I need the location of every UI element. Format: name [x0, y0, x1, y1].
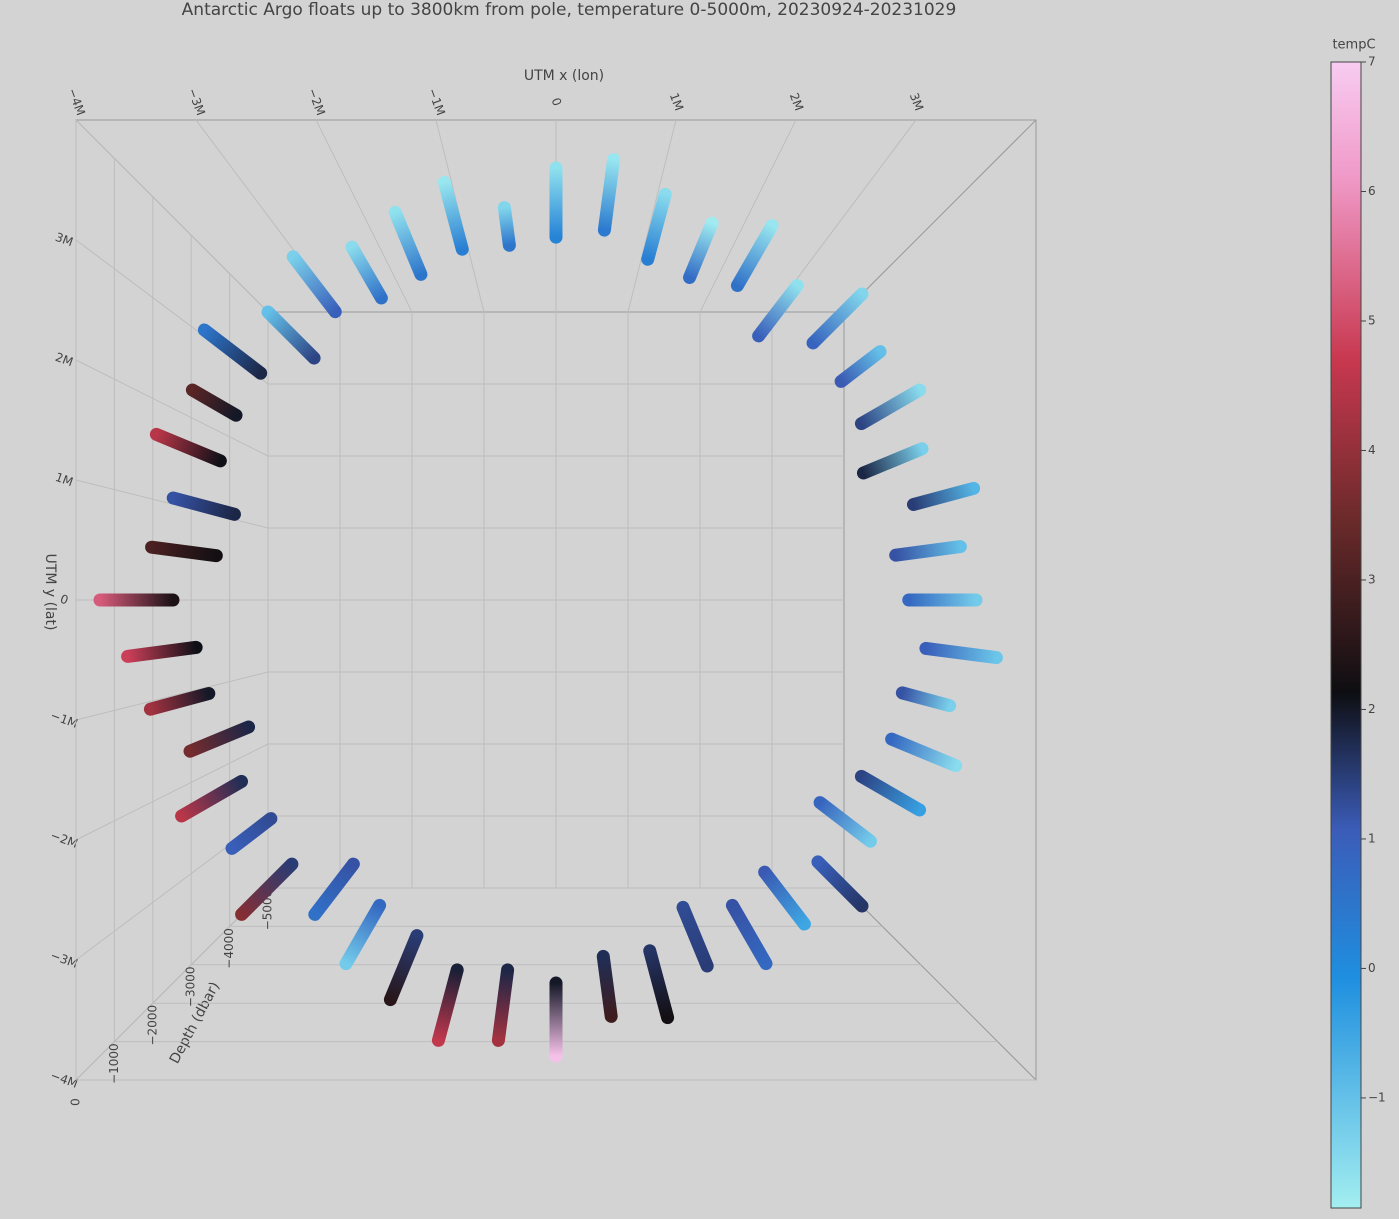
- float-profile: [339, 898, 387, 971]
- y-tick-label: 2M: [53, 350, 75, 369]
- float-profile: [906, 481, 981, 511]
- float-profile: [235, 857, 299, 921]
- colorbar-tick-label: 4: [1368, 443, 1376, 457]
- z-tick-label: −2000: [145, 1005, 159, 1046]
- float-profile: [437, 175, 469, 256]
- x-tick-label: −4M: [65, 86, 88, 117]
- float-profile: [388, 205, 428, 281]
- float-profile: [758, 865, 811, 931]
- float-profile: [286, 250, 342, 319]
- float-profile: [431, 963, 464, 1047]
- float-profile: [225, 812, 278, 855]
- float-profile: [383, 929, 424, 1007]
- colorbar: [1330, 61, 1362, 1209]
- grid-line: [627, 119, 677, 313]
- grid-line: [75, 743, 269, 841]
- grid-line: [699, 119, 797, 313]
- y-tick-label: −3M: [49, 948, 80, 971]
- float-profile: [261, 305, 321, 365]
- float-profile: [813, 796, 877, 848]
- float-profile: [725, 898, 773, 971]
- colorbar-tick-label: 6: [1368, 184, 1376, 198]
- colorbar-tick-label: 1: [1368, 831, 1376, 845]
- x-tick-label: −1M: [425, 86, 448, 117]
- x-tick-label: 2M: [787, 91, 806, 113]
- axis-edge: [843, 119, 1037, 313]
- x-axis-title: UTM x (lon): [524, 68, 604, 84]
- z-tick-label: −4000: [222, 928, 236, 969]
- y-tick-label: −1M: [49, 708, 80, 731]
- grid-line: [315, 119, 413, 313]
- float-profile: [308, 857, 360, 921]
- float-profile: [895, 686, 957, 713]
- float-profile: [889, 540, 967, 562]
- float-profile: [683, 216, 719, 284]
- float-profile: [175, 774, 249, 823]
- float-profile: [811, 855, 869, 913]
- z-tick-label: −3000: [184, 967, 198, 1008]
- float-profile: [676, 900, 714, 973]
- colorbar-tick-label: 5: [1368, 313, 1376, 327]
- chart-title: Antarctic Argo floats up to 3800km from …: [182, 0, 957, 20]
- float-profile: [197, 323, 268, 380]
- x-tick-label: 1M: [667, 91, 686, 113]
- x-tick-label: −3M: [185, 86, 208, 117]
- x-tick-label: 0: [549, 96, 565, 108]
- grid-line: [75, 119, 269, 313]
- float-profile: [143, 686, 216, 716]
- float-profile: [885, 732, 963, 773]
- grid-line: [75, 887, 269, 1081]
- float-profile: [185, 383, 243, 422]
- y-tick-label: −4M: [49, 1068, 80, 1091]
- colorbar-tick-label: 3: [1368, 572, 1376, 586]
- float-profile: [597, 153, 621, 237]
- grid-line: [75, 359, 269, 457]
- colorbar-tick-label: 2: [1368, 702, 1376, 716]
- float-profile: [854, 383, 927, 431]
- x-tick-label: −2M: [305, 86, 328, 117]
- z-tick-label: 0: [69, 1098, 83, 1106]
- float-profile: [149, 427, 227, 468]
- float-profile: [491, 963, 515, 1047]
- y-axis-title: UTM y (lat): [42, 554, 58, 631]
- float-profile: [183, 720, 256, 758]
- float-profile: [145, 540, 223, 563]
- float-profile: [497, 201, 516, 252]
- y-tick-label: 1M: [53, 470, 75, 489]
- float-profile: [919, 641, 1003, 665]
- float-profile: [856, 442, 929, 480]
- axis-edge: [843, 887, 1037, 1081]
- float-profile: [730, 219, 779, 293]
- colorbar-tick-label: 0: [1368, 961, 1376, 975]
- y-tick-label: 3M: [53, 230, 75, 249]
- y-tick-label: 0: [58, 592, 70, 608]
- x-tick-label: 3M: [907, 91, 926, 113]
- float-profile: [806, 287, 869, 350]
- float-profile: [643, 944, 675, 1025]
- z-tick-label: −1000: [107, 1043, 121, 1084]
- colorbar-title: tempC: [1332, 38, 1375, 53]
- float-profile: [641, 187, 672, 266]
- float-profile: [834, 345, 887, 388]
- colorbar-tick-label: −1: [1368, 1090, 1386, 1104]
- float-profile: [752, 279, 804, 343]
- grid-line: [75, 671, 269, 721]
- y-tick-label: −2M: [49, 828, 80, 851]
- float-profile: [166, 491, 241, 521]
- float-profile: [121, 640, 203, 663]
- colorbar-tick-label: 7: [1368, 55, 1376, 69]
- float-profile: [854, 769, 927, 817]
- float-profile: [596, 949, 618, 1023]
- float-profile: [345, 240, 388, 305]
